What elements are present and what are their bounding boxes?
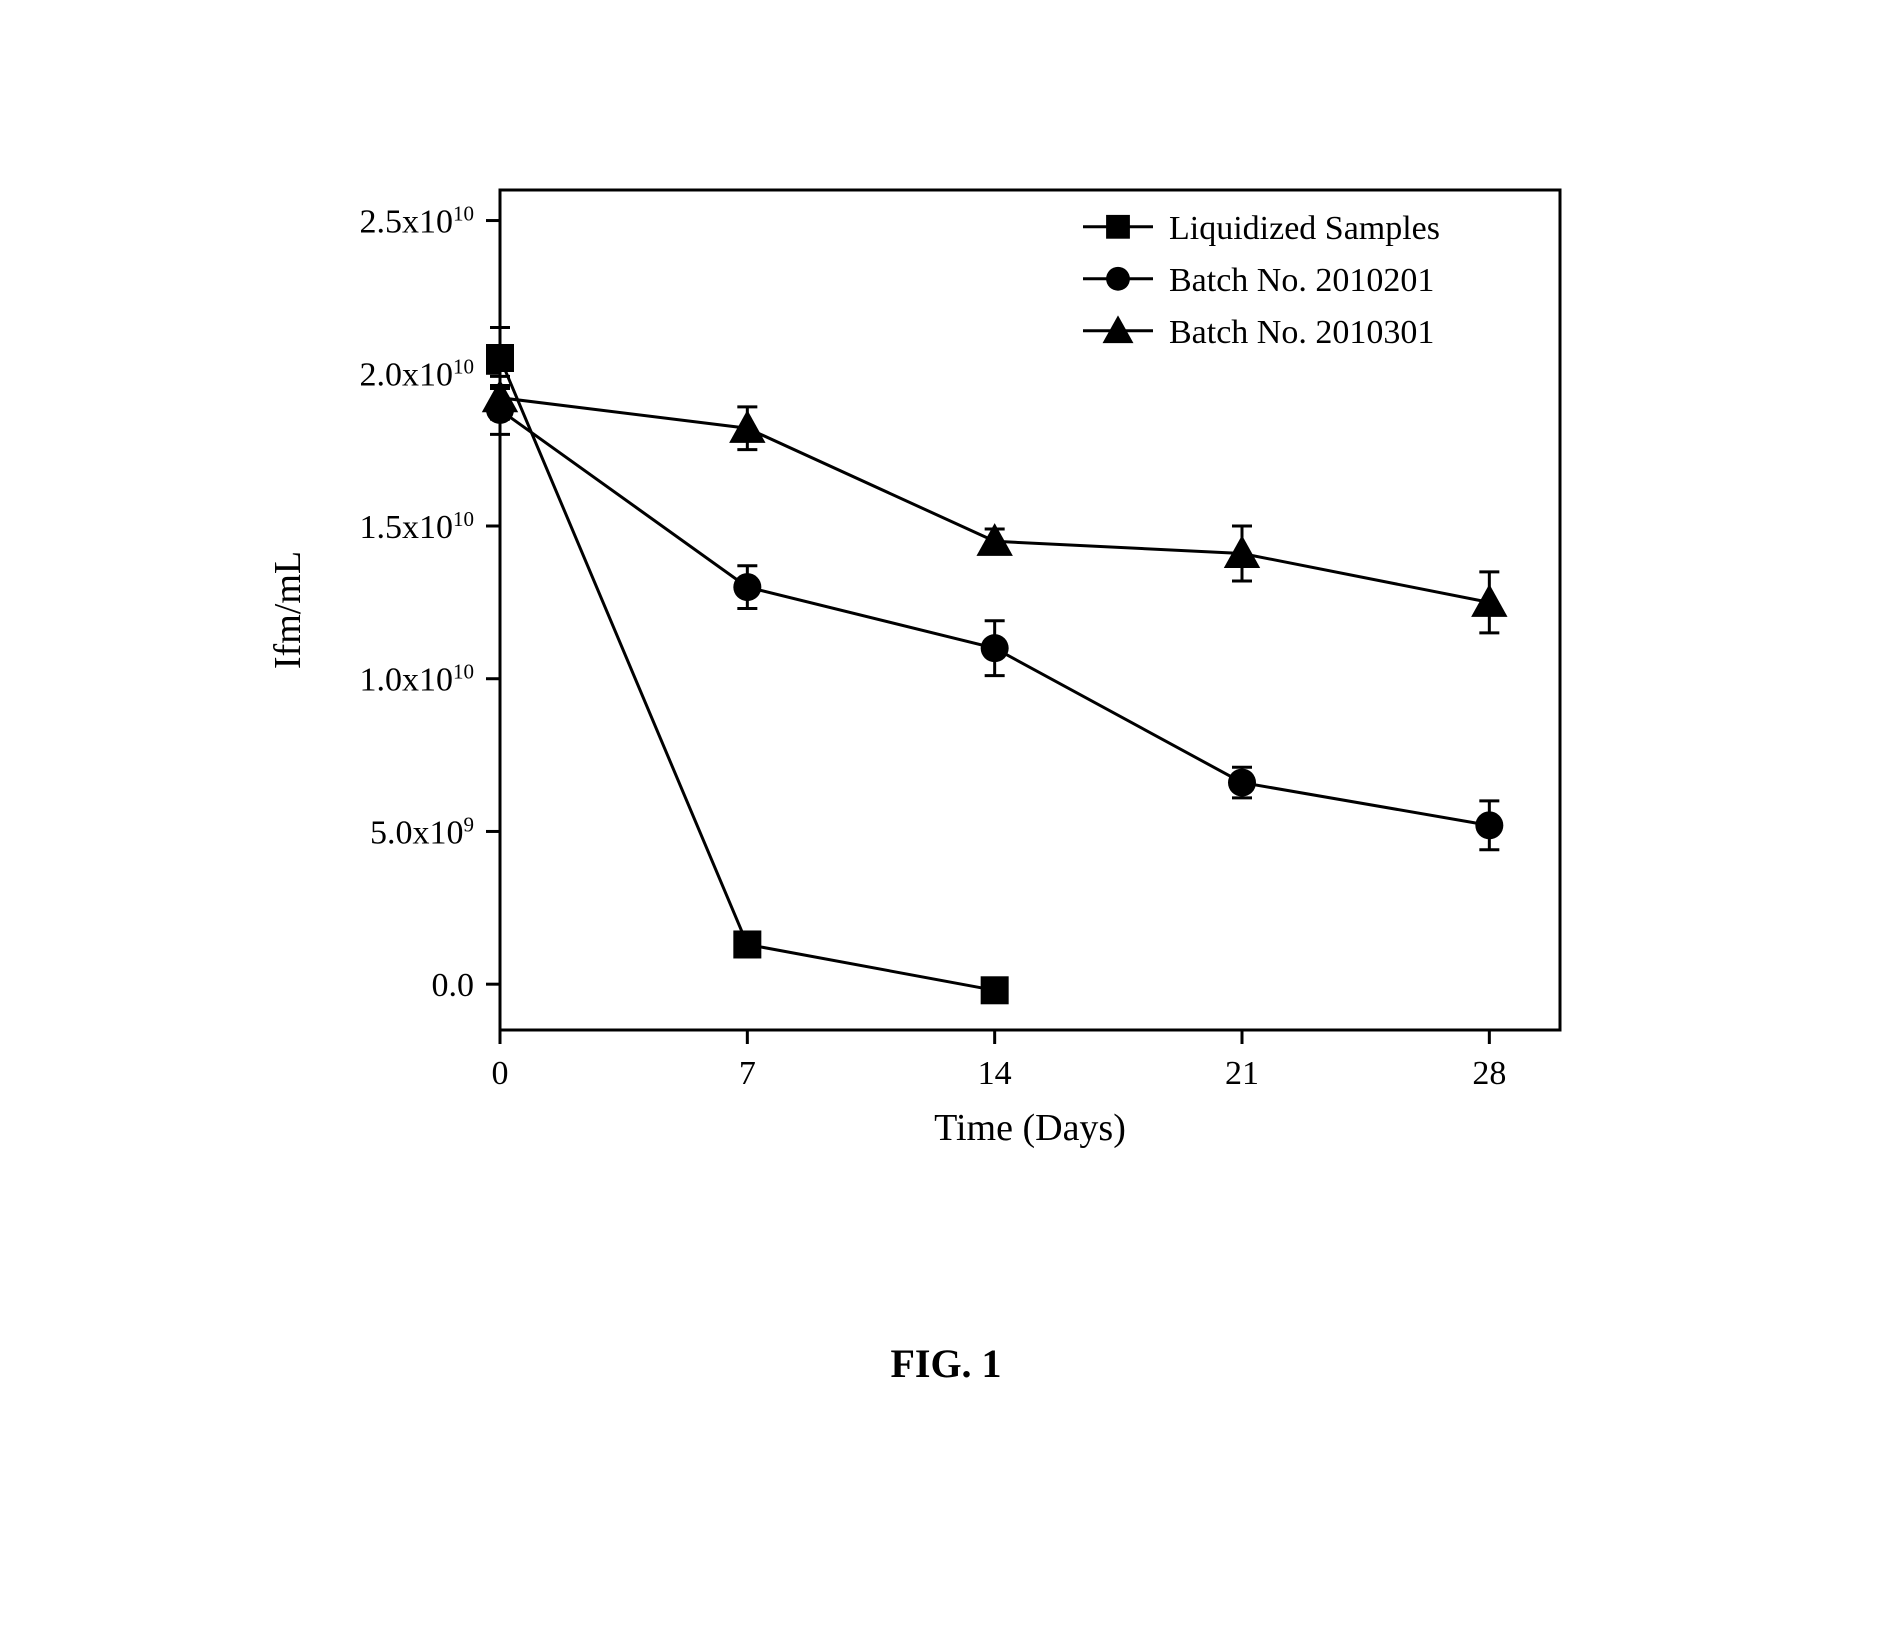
legend-label: Batch No. 2010201	[1169, 262, 1434, 299]
series-line	[500, 410, 1489, 825]
y-axis-label: Ifm/mL	[267, 551, 309, 669]
figure-caption: FIG. 1	[0, 1340, 1892, 1387]
circle-marker-icon	[981, 634, 1009, 662]
y-tick-label: 1.5x1010	[360, 507, 475, 546]
chart-container: 0 7 14 21 28 0.0 5.0x109 1.0x1010 1.5x1010 2.0x10…	[240, 150, 1640, 1250]
x-tick-label: 0	[492, 1055, 509, 1092]
x-tick-label: 28	[1472, 1055, 1506, 1092]
series-line	[500, 398, 1489, 603]
series	[486, 385, 1503, 849]
series-line	[500, 358, 995, 990]
circle-marker-icon	[733, 573, 761, 601]
circle-marker-icon	[1106, 267, 1130, 291]
y-tick-label: 0.0	[432, 967, 475, 1004]
triangle-marker-icon	[1103, 315, 1134, 343]
x-tick-label: 7	[739, 1055, 756, 1092]
legend-label: Liquidized Samples	[1169, 210, 1440, 247]
y-tick-label: 2.5x1010	[360, 202, 475, 241]
y-tick-label: 1.0x1010	[360, 660, 475, 699]
square-marker-icon	[486, 344, 514, 372]
x-tick-label: 21	[1225, 1055, 1259, 1092]
line-chart: 0 7 14 21 28 0.0 5.0x109 1.0x1010 1.5x1010 2.0x10…	[240, 150, 1640, 1250]
series	[482, 376, 1508, 633]
y-tick-label: 5.0x109	[370, 812, 474, 851]
square-marker-icon	[733, 930, 761, 958]
x-axis-label: Time (Days)	[934, 1107, 1126, 1149]
y-tick-label: 2.0x1010	[360, 354, 475, 393]
x-tick-label: 14	[978, 1055, 1012, 1092]
circle-marker-icon	[1228, 769, 1256, 797]
legend-label: Batch No. 2010301	[1169, 314, 1434, 351]
circle-marker-icon	[1475, 811, 1503, 839]
square-marker-icon	[1106, 215, 1130, 239]
triangle-marker-icon	[976, 523, 1012, 556]
legend: Liquidized Samples Batch No. 2010201 Batch…	[1083, 210, 1440, 351]
square-marker-icon	[981, 976, 1009, 1004]
